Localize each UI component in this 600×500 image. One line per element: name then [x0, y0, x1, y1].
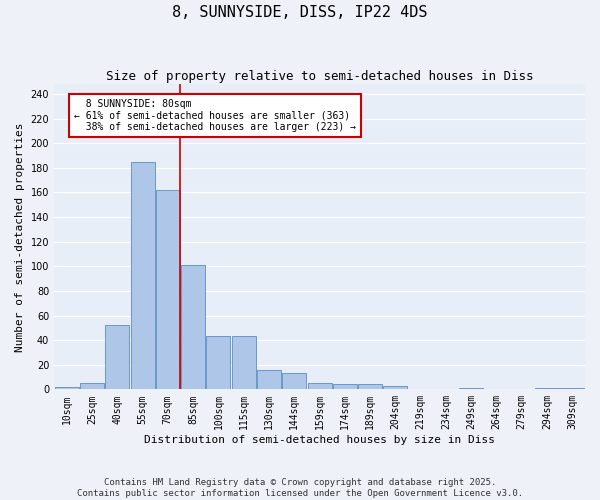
Bar — [459, 388, 483, 390]
Title: Size of property relative to semi-detached houses in Diss: Size of property relative to semi-detach… — [106, 70, 533, 83]
Bar — [535, 388, 559, 390]
Bar — [105, 326, 129, 390]
Bar — [257, 370, 281, 390]
Bar — [232, 336, 256, 390]
Y-axis label: Number of semi-detached properties: Number of semi-detached properties — [15, 122, 25, 352]
Bar — [560, 388, 584, 390]
Bar — [383, 386, 407, 390]
Text: 8 SUNNYSIDE: 80sqm
← 61% of semi-detached houses are smaller (363)
  38% of semi: 8 SUNNYSIDE: 80sqm ← 61% of semi-detache… — [74, 99, 356, 132]
X-axis label: Distribution of semi-detached houses by size in Diss: Distribution of semi-detached houses by … — [144, 435, 495, 445]
Bar — [282, 374, 306, 390]
Bar — [181, 265, 205, 390]
Bar — [156, 190, 180, 390]
Text: 8, SUNNYSIDE, DISS, IP22 4DS: 8, SUNNYSIDE, DISS, IP22 4DS — [172, 5, 428, 20]
Bar — [80, 383, 104, 390]
Bar — [358, 384, 382, 390]
Bar — [333, 384, 357, 390]
Bar — [206, 336, 230, 390]
Bar — [131, 162, 155, 390]
Text: Contains HM Land Registry data © Crown copyright and database right 2025.
Contai: Contains HM Land Registry data © Crown c… — [77, 478, 523, 498]
Bar — [55, 387, 79, 390]
Bar — [308, 383, 332, 390]
